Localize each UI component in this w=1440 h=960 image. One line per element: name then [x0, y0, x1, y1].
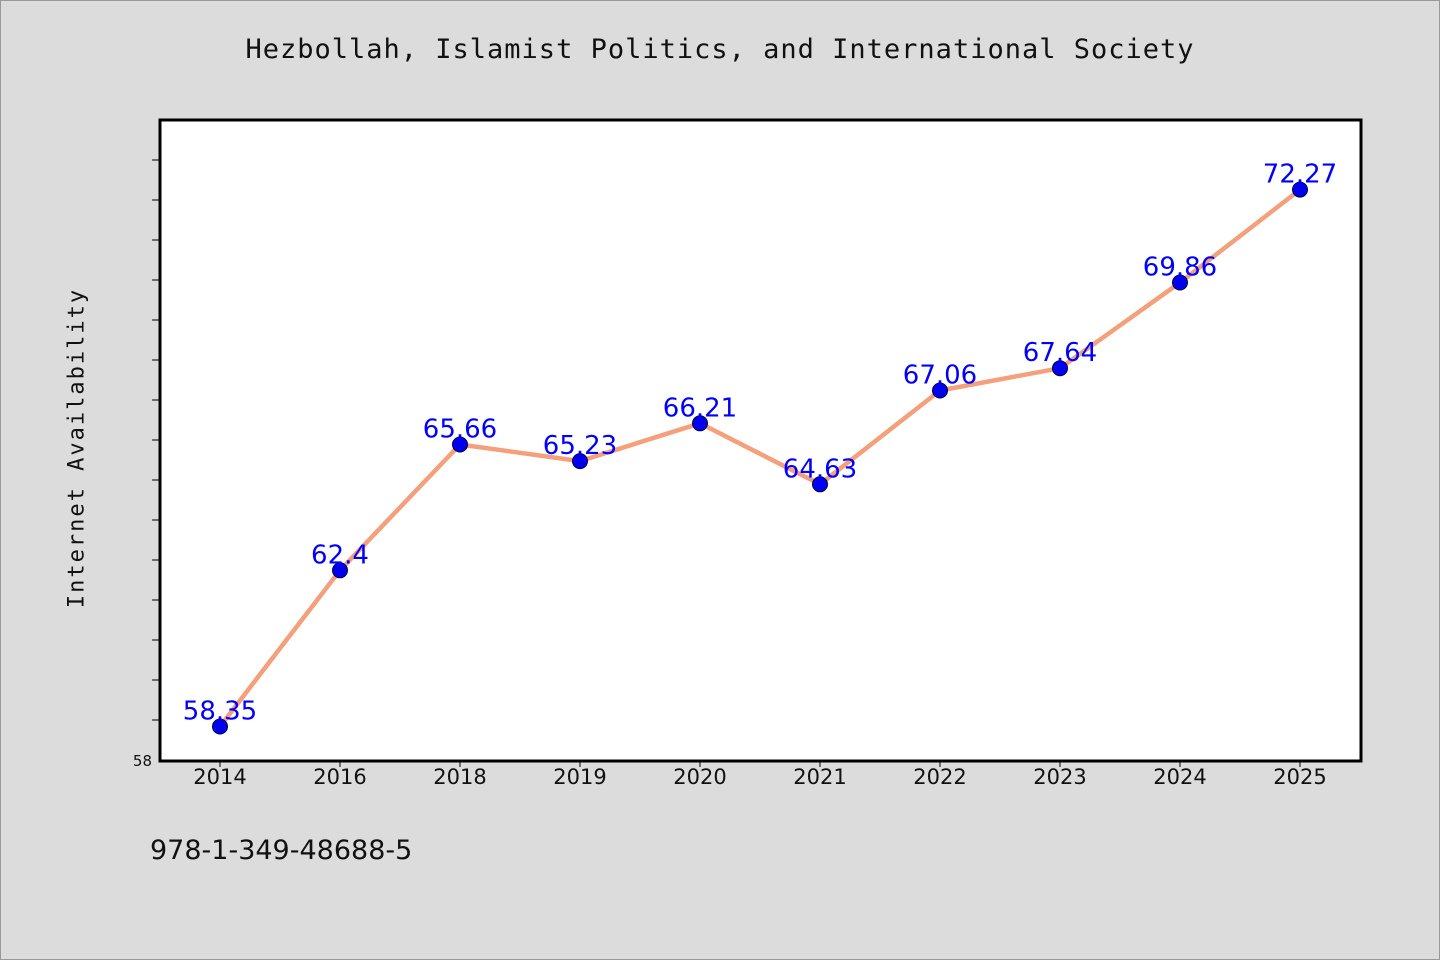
data-point [692, 415, 708, 432]
x-tick-label: 2023 [1033, 765, 1086, 789]
data-point [572, 453, 588, 470]
data-label: 62.4 [311, 540, 369, 570]
y-tick-label: 58 [133, 752, 152, 770]
data-label: 69.86 [1143, 253, 1217, 283]
data-label: 65.66 [423, 415, 497, 445]
data-point [1172, 274, 1188, 291]
series-markers [212, 181, 1308, 735]
series-line [217, 187, 1303, 729]
data-labels: 58.35 62.4 65.66 65.23 66.21 64.63 67.06 67.64 6… [183, 160, 1337, 727]
x-tick-label: 2014 [193, 765, 246, 789]
x-tick-label: 2021 [793, 765, 846, 789]
data-point [212, 718, 228, 735]
data-label: 67.64 [1023, 338, 1097, 368]
x-tick-label: 2016 [313, 765, 366, 789]
x-tick-label: 2022 [913, 765, 966, 789]
x-tick-label: 2024 [1153, 765, 1206, 789]
plot-area [158, 118, 1363, 763]
data-label: 67.06 [903, 361, 977, 391]
data-label: 72.27 [1263, 160, 1337, 190]
data-point [1292, 181, 1308, 198]
y-axis-ticks: 58 [133, 159, 160, 770]
data-point [932, 382, 948, 399]
data-point [332, 562, 348, 579]
x-axis-ticks: 2014 2016 2018 2019 2020 2021 2022 2023 2024 2025 [193, 761, 1327, 789]
footer-code: 978-1-349-48688-5 [150, 835, 413, 866]
data-point [1052, 360, 1068, 377]
x-tick-label: 2019 [553, 765, 606, 789]
x-tick-label: 2018 [433, 765, 486, 789]
data-point [812, 476, 828, 493]
chart-title: Hezbollah, Islamist Politics, and Intern… [245, 34, 1195, 65]
x-tick-label: 2020 [673, 765, 726, 789]
data-label: 66.21 [663, 393, 737, 423]
data-label: 58.35 [183, 697, 257, 727]
data-label: 64.63 [783, 454, 857, 484]
x-tick-label: 2025 [1273, 765, 1326, 789]
data-point [452, 436, 468, 453]
data-label: 65.23 [543, 431, 617, 461]
